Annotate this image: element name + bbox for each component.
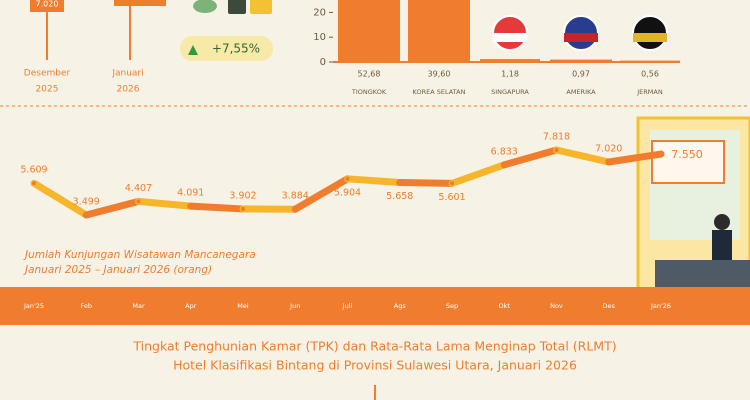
category-label: TIONGKOK — [351, 88, 387, 96]
x-tick-label: Jan'26 — [650, 302, 671, 310]
value-label: 1,18 — [501, 70, 519, 79]
value-label: 5.609 — [20, 165, 47, 176]
x-tick-label: Sep — [446, 302, 458, 310]
flag — [564, 33, 598, 42]
cur-year: 2026 — [117, 85, 140, 95]
value-label: 5.904 — [334, 187, 361, 198]
value-label: 0,56 — [641, 70, 659, 79]
line-title: Jumlah Kunjungan Wisatawan Mancanegara — [23, 249, 256, 261]
point — [188, 204, 193, 209]
point — [554, 148, 559, 152]
x-tick-label: Ags — [394, 302, 407, 310]
value-label: 39,60 — [428, 70, 451, 79]
value-label: 3.499 — [73, 197, 100, 208]
category-label: SINGAPURA — [491, 88, 529, 96]
bars — [338, 0, 680, 62]
cur-box — [114, 0, 166, 6]
line-segment — [291, 175, 351, 213]
point — [136, 199, 141, 204]
change-pill — [180, 36, 273, 61]
line-segment — [396, 179, 456, 187]
value-label: 52,68 — [358, 70, 381, 79]
line-segment — [605, 150, 665, 166]
value-label: 3.884 — [282, 191, 309, 202]
cur-month: Januari — [111, 69, 143, 79]
point — [293, 207, 298, 212]
value-label: 4.091 — [177, 188, 204, 199]
category-label: AMERIKA — [566, 88, 596, 96]
point — [502, 162, 507, 167]
bar — [550, 59, 612, 62]
line-segment — [135, 197, 195, 210]
category-label: JERMAN — [636, 88, 663, 96]
bar — [480, 59, 540, 62]
x-tick-label: Mei — [237, 302, 249, 310]
value-label: 3.902 — [229, 190, 256, 201]
x-tick-label: Feb — [80, 302, 92, 310]
flag — [493, 33, 527, 42]
value-label: 5.658 — [386, 191, 413, 202]
point — [397, 180, 402, 185]
prev-value: 7.020 — [36, 0, 59, 9]
value-label: 7.550 — [671, 148, 703, 161]
x-tick-label: Juli — [342, 302, 353, 310]
x-tick-label: Des — [603, 302, 616, 310]
x-tick-label: Okt — [499, 302, 511, 310]
line-segment — [30, 179, 90, 219]
up-arrow — [188, 45, 198, 55]
prev-month: Desember — [24, 69, 71, 79]
bar — [408, 0, 470, 62]
value-label: 5.601 — [438, 192, 465, 203]
y-tick-label: 20 — [313, 7, 326, 18]
value-label: 6.833 — [491, 146, 518, 157]
point — [241, 206, 245, 211]
jan26-box — [651, 140, 725, 184]
x-tick-label: Jun — [289, 302, 300, 310]
footer-title: Hotel Klasifikasi Bintang di Provinsi Su… — [173, 358, 577, 373]
line-segment — [344, 175, 404, 187]
y-tick-label: 0 — [320, 57, 326, 68]
x-tick-label: Mar — [132, 302, 145, 310]
y-tick-label: 10 — [313, 32, 326, 43]
line-segment — [500, 146, 560, 169]
value-label: 4.407 — [125, 183, 152, 194]
line-segment — [448, 161, 508, 187]
line-segment — [553, 146, 613, 166]
value-label: 0,97 — [572, 70, 590, 79]
x-tick-label: Jan'25 — [23, 302, 44, 310]
value-label: 7.020 — [595, 144, 622, 155]
x-tick-label: Nov — [550, 302, 563, 310]
category-label: KOREA SELATAN — [413, 88, 466, 96]
line-subtitle: Januari 2025 – Januari 2026 (orang) — [23, 264, 212, 276]
x-tick-label: Apr — [185, 302, 197, 310]
prev-box — [30, 0, 64, 12]
change: +7,55% — [212, 42, 260, 56]
footer-title: Tingkat Penghunian Kamar (TPK) dan Rata-… — [132, 339, 616, 354]
flag — [633, 33, 667, 42]
point — [32, 181, 36, 186]
point — [606, 160, 611, 165]
point — [345, 176, 350, 181]
line-segment — [82, 197, 142, 219]
point — [659, 152, 663, 157]
travel-icons — [193, 0, 272, 14]
line-segment — [187, 202, 247, 213]
bar — [338, 0, 400, 62]
prev-year: 2025 — [36, 85, 59, 95]
month-band — [0, 287, 750, 325]
point — [84, 213, 89, 217]
point — [450, 181, 454, 186]
value-label: 7.818 — [543, 132, 570, 143]
